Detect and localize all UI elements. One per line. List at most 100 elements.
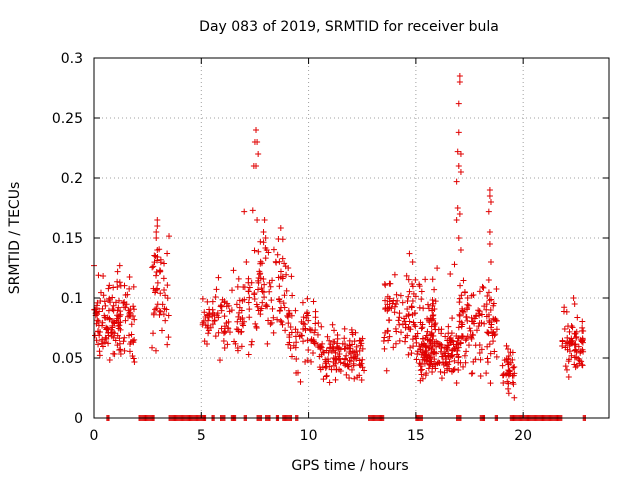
data-point <box>153 272 160 279</box>
data-point <box>390 344 397 351</box>
data-point <box>493 285 500 292</box>
data-point <box>254 139 261 145</box>
data-point <box>396 314 403 321</box>
data-point <box>403 272 410 279</box>
data-point <box>328 366 335 373</box>
data-point <box>393 328 400 335</box>
data-point <box>157 308 164 315</box>
data-point <box>269 305 276 312</box>
data-point <box>499 362 506 369</box>
data-point <box>432 320 439 327</box>
data-point <box>245 299 252 306</box>
data-point <box>433 343 440 350</box>
data-point <box>114 332 121 339</box>
data-point <box>257 307 264 314</box>
data-point <box>424 328 431 335</box>
data-point <box>490 338 497 345</box>
data-point <box>304 295 311 302</box>
data-point <box>346 374 353 381</box>
data-point <box>335 346 342 353</box>
data-point <box>154 253 161 260</box>
data-point <box>356 337 363 344</box>
data-point <box>358 376 365 383</box>
data-point <box>468 334 475 341</box>
data-point <box>236 309 243 316</box>
data-point <box>211 317 218 324</box>
data-point <box>504 346 511 353</box>
axis-ticks: 0 0.05 0.1 0.15 0.2 0.25 0.3 0 5 10 15 20 <box>52 51 609 444</box>
data-point <box>401 318 408 325</box>
data-point <box>150 311 157 318</box>
data-point <box>251 247 258 254</box>
data-point <box>202 314 209 321</box>
data-point <box>212 294 219 301</box>
data-point <box>117 326 124 333</box>
data-point <box>470 318 477 325</box>
data-point <box>484 293 491 300</box>
data-point <box>266 279 273 286</box>
data-point <box>234 347 241 354</box>
data-point <box>106 356 113 363</box>
data-point <box>318 323 325 330</box>
data-point <box>150 330 157 337</box>
data-point <box>156 307 163 314</box>
data-point <box>349 341 356 348</box>
data-point <box>116 340 123 347</box>
data-point <box>488 296 495 303</box>
data-point <box>505 390 512 397</box>
data-point <box>323 373 330 380</box>
data-point <box>346 357 353 364</box>
data-point <box>276 283 283 290</box>
data-point <box>154 223 161 229</box>
data-point <box>431 349 438 356</box>
data-point <box>268 319 275 326</box>
y-tick-label: 0.1 <box>61 291 83 307</box>
data-point <box>402 334 409 341</box>
data-point <box>462 337 469 344</box>
data-point <box>222 329 229 336</box>
data-point <box>457 340 464 347</box>
data-point <box>201 309 208 316</box>
data-point <box>218 325 225 332</box>
data-point <box>574 362 581 369</box>
data-point <box>263 247 270 253</box>
data-point <box>460 363 467 370</box>
data-point <box>356 357 363 364</box>
data-point <box>503 342 510 349</box>
data-point <box>298 332 305 339</box>
data-point <box>323 372 330 379</box>
data-point <box>406 250 413 257</box>
data-point <box>413 339 420 346</box>
data-point <box>280 300 287 307</box>
y-tick-label: 0.05 <box>52 351 83 367</box>
data-point <box>267 321 274 328</box>
data-point <box>431 356 438 363</box>
data-point <box>455 163 462 169</box>
data-point <box>459 307 466 314</box>
data-point <box>569 324 576 331</box>
data-point <box>299 299 306 306</box>
data-point <box>287 345 294 352</box>
y-tick-label: 0.3 <box>61 51 83 67</box>
data-point <box>434 265 441 272</box>
data-point <box>292 344 299 351</box>
data-point <box>96 308 103 315</box>
data-point <box>124 291 131 298</box>
data-point <box>479 283 486 290</box>
data-point <box>403 313 410 320</box>
data-point <box>262 255 269 262</box>
data-point <box>386 333 393 340</box>
data-point <box>289 353 296 360</box>
data-point <box>310 337 317 344</box>
data-point <box>354 351 361 358</box>
data-point <box>279 321 286 328</box>
data-point <box>270 246 277 253</box>
data-point <box>200 317 207 324</box>
data-point <box>577 349 584 356</box>
data-point <box>488 321 495 328</box>
data-point <box>151 252 158 259</box>
data-point <box>387 280 394 287</box>
data-point <box>422 343 429 350</box>
x-tick-label: 20 <box>514 428 532 444</box>
data-point <box>456 73 463 79</box>
